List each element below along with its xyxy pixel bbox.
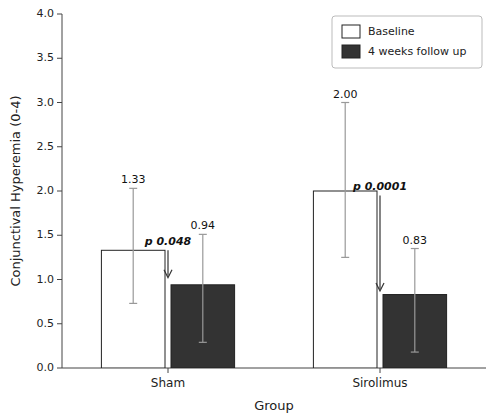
error-bar-stem (345, 103, 346, 258)
y-tick (57, 323, 62, 324)
arrow-shaft (167, 250, 168, 275)
y-tick-label: 0.0 (37, 361, 55, 374)
error-bar-cap (129, 188, 137, 189)
y-tick-label: 1.5 (37, 228, 55, 241)
y-tick (57, 279, 62, 280)
error-bar (199, 234, 207, 342)
x-tick-label: Sirolimus (352, 376, 407, 390)
error-bar (341, 103, 349, 258)
legend-label: 4 weeks follow up (368, 45, 467, 58)
arrow-head (164, 270, 172, 278)
legend: Baseline 4 weeks follow up (332, 16, 482, 68)
x-tick (380, 368, 381, 373)
error-bar (129, 188, 137, 303)
data-label: 2.00 (333, 88, 358, 101)
legend-label: Baseline (368, 25, 415, 38)
y-tick (57, 191, 62, 192)
y-tick (57, 235, 62, 236)
chart-container: 0.0 0.5 1.0 1.5 2.0 2.5 3.0 3.5 4.0 Conjunctival … (0, 0, 500, 420)
bar-series (101, 103, 377, 369)
error-bar (411, 249, 419, 353)
data-label: 1.33 (121, 173, 146, 186)
x-axis: Sham Sirolimus (62, 368, 486, 390)
y-tick-label: 1.0 (37, 273, 55, 286)
data-labels: 1.33 2.00 0.94 0.83 (121, 88, 427, 247)
data-label: 0.83 (403, 234, 428, 247)
error-bar-cap (199, 234, 207, 235)
y-tick-label: 3.5 (37, 51, 55, 64)
error-bar-stem (414, 249, 415, 353)
y-tick (57, 368, 62, 369)
error-bar-stem (133, 188, 134, 303)
error-bar-cap (129, 303, 137, 304)
y-tick (57, 14, 62, 15)
error-bar-cap (411, 351, 419, 352)
y-axis: 0.0 0.5 1.0 1.5 2.0 2.5 3.0 3.5 4.0 (37, 7, 63, 374)
x-tick (168, 368, 169, 373)
x-tick-label: Sham (151, 376, 185, 390)
y-tick-label: 2.5 (37, 140, 55, 153)
arrow (164, 250, 172, 277)
arrow (376, 195, 384, 291)
y-tick-label: 0.5 (37, 317, 55, 330)
data-label: 0.94 (191, 219, 216, 232)
arrow-shaft (379, 195, 380, 289)
error-bar-cap (341, 257, 349, 258)
y-tick-label: 3.0 (37, 96, 55, 109)
error-bar-cap (341, 102, 349, 103)
legend-swatch (342, 25, 360, 38)
x-axis-label: Group (254, 398, 294, 413)
arrow-head (376, 283, 384, 291)
y-tick-label: 4.0 (37, 7, 55, 20)
legend-swatch (342, 45, 360, 58)
y-axis-label: Conjunctival Hyperemia (0-4) (8, 95, 23, 286)
error-bar-stem (202, 234, 203, 342)
p-value-label: p 0.0001 (352, 180, 407, 193)
chart-svg: 0.0 0.5 1.0 1.5 2.0 2.5 3.0 3.5 4.0 Conjunctival … (0, 0, 500, 420)
plot-area (101, 103, 446, 369)
bar-series (171, 234, 447, 368)
y-tick (57, 146, 62, 147)
legend-frame (332, 16, 482, 68)
error-bar-cap (199, 342, 207, 343)
error-bar-cap (411, 248, 419, 249)
y-tick-label: 2.0 (37, 184, 55, 197)
annotations: p 0.048 p 0.0001 (144, 180, 407, 291)
y-tick (57, 102, 62, 103)
y-tick (57, 58, 62, 59)
p-value-label: p 0.048 (144, 235, 192, 248)
